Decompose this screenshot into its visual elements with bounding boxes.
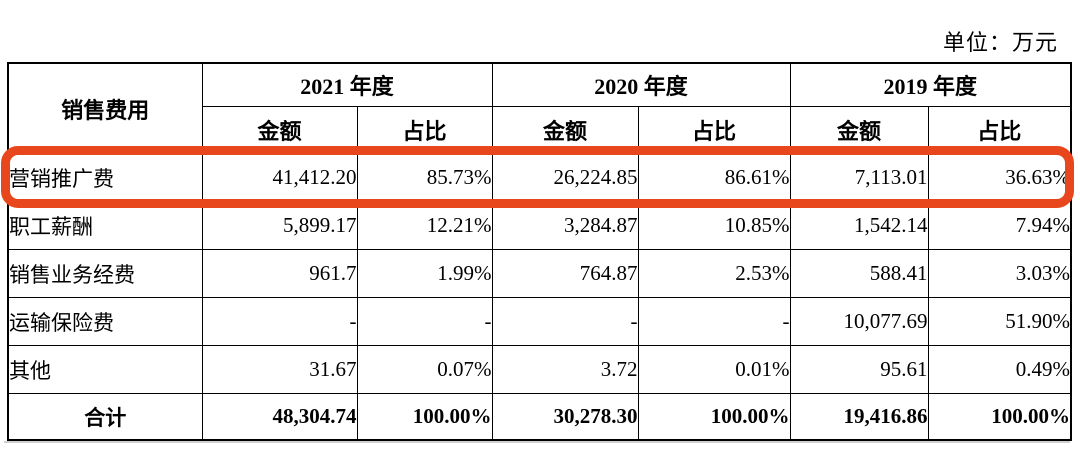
table-row-transport-insurance: 运输保险费 - - - - 10,077.69 51.90% — [7, 297, 1072, 346]
page-divider-line — [4, 441, 1070, 443]
table-row-other: 其他 31.67 0.07% 3.72 0.01% 95.61 0.49% — [7, 345, 1072, 394]
row-label: 销售业务经费 — [7, 249, 203, 298]
table-cell-amount: 10,077.69 — [789, 297, 929, 346]
table-cell-amount: 764.87 — [491, 249, 639, 298]
table-cell-ratio: - — [356, 297, 493, 346]
header-ratio-2019: 占比 — [927, 106, 1072, 154]
table-cell-amount: 588.41 — [789, 249, 929, 298]
header-ratio-2020: 占比 — [637, 106, 791, 154]
table-cell-ratio: 3.03% — [927, 249, 1072, 298]
sales-expense-table: 销售费用 2021 年度 2020 年度 2019 年度 金额 占比 金额 占比… — [7, 62, 1073, 441]
header-amount-2020: 金额 — [491, 106, 639, 154]
header-year-2020: 2020 年度 — [491, 62, 791, 107]
table-header-year-row: 销售费用 2021 年度 2020 年度 2019 年度 — [7, 62, 1072, 154]
table-cell-amount: 961.7 — [201, 249, 358, 298]
header-ratio-2021: 占比 — [356, 106, 493, 154]
table-cell-amount: 26,224.85 — [491, 153, 639, 202]
table-cell-ratio: 36.63% — [927, 153, 1072, 202]
row-label: 合计 — [7, 393, 203, 441]
table-row-total: 合计 48,304.74 100.00% 30,278.30 100.00% 1… — [7, 393, 1072, 441]
header-year-2019: 2019 年度 — [789, 62, 1072, 107]
row-label: 运输保险费 — [7, 297, 203, 346]
table-cell-amount: - — [491, 297, 639, 346]
row-label: 职工薪酬 — [7, 201, 203, 250]
table-row-sales-business-expense: 销售业务经费 961.7 1.99% 764.87 2.53% 588.41 3… — [7, 249, 1072, 298]
table-row-employee-compensation: 职工薪酬 5,899.17 12.21% 3,284.87 10.85% 1,5… — [7, 201, 1072, 250]
table-cell-amount: 30,278.30 — [491, 393, 639, 441]
header-category: 销售费用 — [7, 62, 203, 154]
table-cell-ratio: 85.73% — [356, 153, 493, 202]
table-cell-amount: 3,284.87 — [491, 201, 639, 250]
table-cell-amount: 31.67 — [201, 345, 358, 394]
table-cell-amount: 19,416.86 — [789, 393, 929, 441]
row-label: 其他 — [7, 345, 203, 394]
table-cell-ratio: 2.53% — [637, 249, 791, 298]
table-cell-ratio: 100.00% — [637, 393, 791, 441]
table-cell-ratio: 100.00% — [356, 393, 493, 441]
unit-label: 单位：万元 — [942, 30, 1058, 55]
table-cell-ratio: 10.85% — [637, 201, 791, 250]
table-cell-amount: 7,113.01 — [789, 153, 929, 202]
table-row-marketing-promotion: 营销推广费 41,412.20 85.73% 26,224.85 86.61% … — [7, 153, 1072, 202]
table-cell-ratio: 0.49% — [927, 345, 1072, 394]
table-cell-ratio: 0.01% — [637, 345, 791, 394]
table-cell-amount: 5,899.17 — [201, 201, 358, 250]
row-label: 营销推广费 — [7, 153, 203, 202]
table-cell-amount: 95.61 — [789, 345, 929, 394]
table-cell-ratio: - — [637, 297, 791, 346]
header-year-2021: 2021 年度 — [201, 62, 493, 107]
table-cell-amount: 41,412.20 — [201, 153, 358, 202]
header-amount-2021: 金额 — [201, 106, 358, 154]
table-cell-amount: - — [201, 297, 358, 346]
table-cell-amount: 3.72 — [491, 345, 639, 394]
table-cell-ratio: 0.07% — [356, 345, 493, 394]
table-cell-amount: 1,542.14 — [789, 201, 929, 250]
table-cell-ratio: 51.90% — [927, 297, 1072, 346]
table-cell-ratio: 86.61% — [637, 153, 791, 202]
header-amount-2019: 金额 — [789, 106, 929, 154]
table-cell-ratio: 100.00% — [927, 393, 1072, 441]
table-cell-ratio: 7.94% — [927, 201, 1072, 250]
table-cell-amount: 48,304.74 — [201, 393, 358, 441]
table-cell-ratio: 12.21% — [356, 201, 493, 250]
table-cell-ratio: 1.99% — [356, 249, 493, 298]
